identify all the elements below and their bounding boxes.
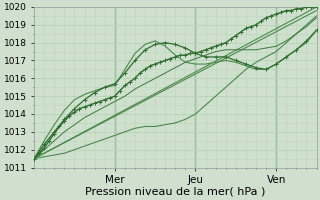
X-axis label: Pression niveau de la mer( hPa ): Pression niveau de la mer( hPa ) xyxy=(85,187,266,197)
